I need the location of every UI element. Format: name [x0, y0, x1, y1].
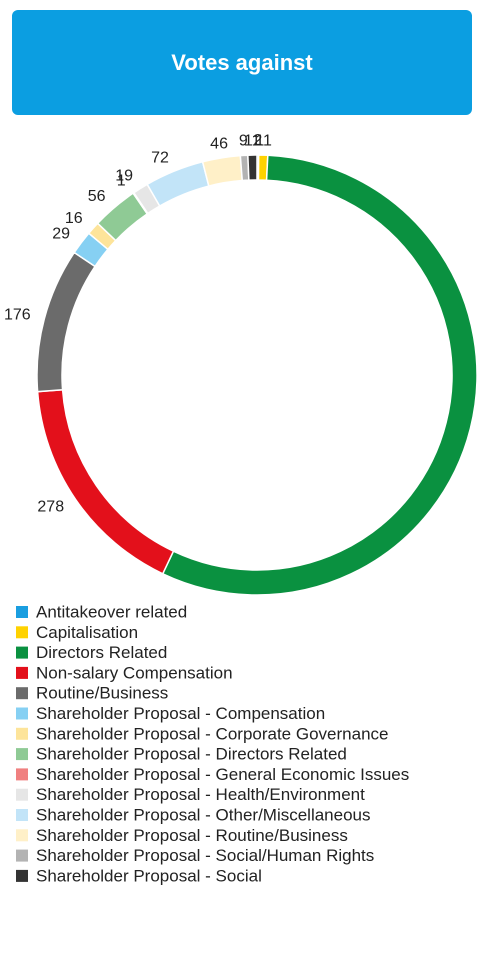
legend-label: Shareholder Proposal - Directors Related	[36, 745, 347, 764]
legend-label: Shareholder Proposal - Social	[36, 866, 262, 885]
legend-swatch	[16, 687, 28, 700]
chart-title: Votes against	[12, 10, 472, 115]
legend-swatch	[16, 727, 28, 740]
legend-label: Shareholder Proposal - General Economic …	[36, 765, 409, 784]
legend-label: Non-salary Compensation	[36, 663, 233, 682]
legend-swatch	[16, 606, 28, 618]
data-label: 56	[88, 188, 106, 205]
data-label: 278	[37, 499, 64, 516]
data-label: 1	[117, 173, 126, 190]
legend-swatch	[16, 646, 28, 659]
legend-label: Shareholder Proposal - Routine/Business	[36, 826, 348, 845]
legend-label: Shareholder Proposal - Corporate Governa…	[36, 724, 388, 743]
legend-label: Directors Related	[36, 643, 167, 662]
legend-swatch	[16, 768, 28, 781]
donut-slice	[247, 154, 258, 181]
data-label: 46	[210, 135, 228, 152]
legend-label: Shareholder Proposal - Other/Miscellaneo…	[36, 805, 371, 824]
legend-label: Shareholder Proposal - Social/Human Righ…	[36, 846, 374, 865]
donut-slice	[201, 154, 244, 187]
legend-swatch	[16, 829, 28, 842]
data-label: 19	[115, 168, 133, 185]
legend-swatch	[16, 748, 28, 761]
data-label: 72	[151, 149, 169, 166]
legend-label: Routine/Business	[36, 684, 168, 703]
legend-swatch	[16, 707, 28, 720]
data-label: 11	[244, 132, 261, 149]
data-label: 11	[255, 132, 272, 149]
legend-label: Shareholder Proposal - Health/Environmen…	[36, 785, 365, 804]
legend-swatch	[16, 869, 28, 882]
donut-slice	[161, 154, 478, 596]
data-label: 2	[253, 132, 262, 149]
legend-swatch	[16, 809, 28, 821]
donut-slice	[36, 388, 175, 575]
donut-slice	[146, 160, 210, 208]
donut-slice	[36, 251, 97, 393]
legend-swatch	[16, 666, 28, 679]
data-label: 29	[52, 225, 70, 242]
legend-swatch	[16, 788, 28, 801]
data-label: 176	[4, 307, 31, 324]
legend-swatch	[16, 626, 28, 639]
legend-swatch	[16, 849, 28, 862]
legend-label: Capitalisation	[36, 623, 138, 642]
data-label: 9	[239, 133, 248, 150]
data-label: 16	[65, 210, 83, 227]
legend-label: Antitakeover related	[36, 602, 187, 621]
legend-label: Shareholder Proposal - Compensation	[36, 704, 325, 723]
